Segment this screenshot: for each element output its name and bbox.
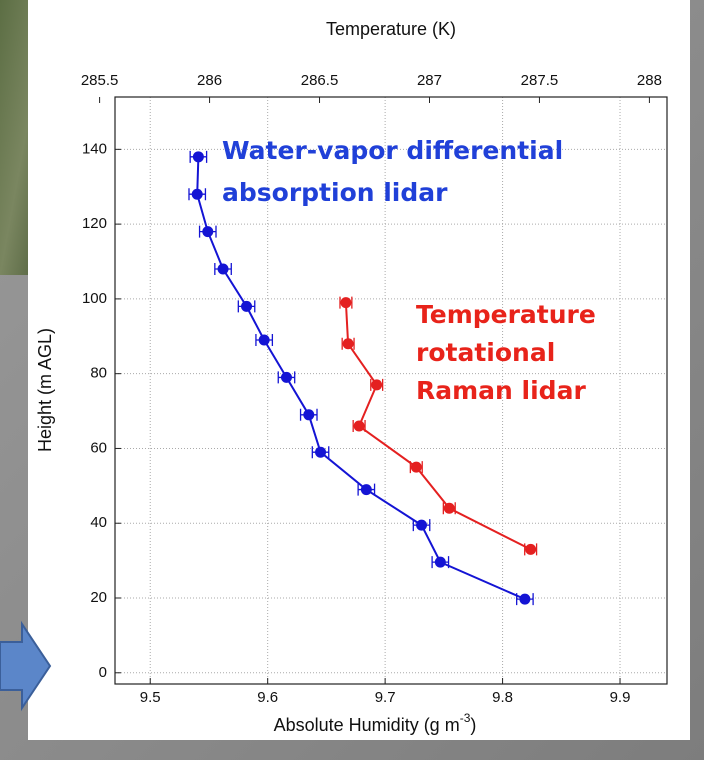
point [416,519,428,531]
x-tick-label: 9.8 [492,689,513,706]
point [434,556,446,568]
point [342,338,354,350]
x2-tick-label: 286 [197,72,222,89]
x-tick-label: 9.7 [375,689,396,706]
arrow [0,620,52,712]
x2-tick-label: 285.5 [81,72,119,89]
y-tick-label: 20 [90,589,107,606]
point [519,593,531,605]
point [217,263,229,275]
x2-tick-label: 288 [637,72,662,89]
point [353,420,365,432]
x-tick-label: 9.9 [610,689,631,706]
annotation: Raman lidar [416,376,586,405]
point [202,226,214,238]
point [192,151,204,163]
point [410,461,422,473]
x-axis-title-text: Absolute Humidity (g m [274,715,460,735]
point [371,379,383,391]
x-axis-title: Absolute Humidity (g m-3) [274,711,477,735]
y-tick-label: 120 [82,215,107,232]
y-tick-label: 60 [90,439,107,456]
y-tick-label: 100 [82,290,107,307]
point [315,446,327,458]
point [360,484,372,496]
point [340,297,352,309]
x-tick-label: 9.6 [257,689,278,706]
annotation: absorption lidar [222,178,448,207]
plot-frame [114,96,668,685]
x2-tick-label: 287.5 [521,72,559,89]
y-tick-label: 80 [90,365,107,382]
y-tick-label: 0 [99,664,107,681]
point [525,543,537,555]
y-tick-label: 40 [90,514,107,531]
x2-tick-label: 287 [417,72,442,89]
point [191,188,203,200]
chart-panel [28,0,690,740]
point [241,300,253,312]
point [258,334,270,346]
x-axis-title-sup: -3 [460,711,471,725]
y-axis-title: Height (m AGL) [35,328,55,452]
annotation: Water-vapor differential [222,136,563,165]
x2-tick-label: 286.5 [301,72,339,89]
point [303,409,315,421]
x-tick-label: 9.5 [140,689,161,706]
annotation: rotational [416,338,555,367]
y-tick-label: 140 [82,140,107,157]
point [443,502,455,514]
top-axis-title: Temperature (K) [326,19,456,39]
point [280,371,292,383]
x-axis-title-suffix: ) [470,715,476,735]
annotation: Temperature [416,300,596,329]
